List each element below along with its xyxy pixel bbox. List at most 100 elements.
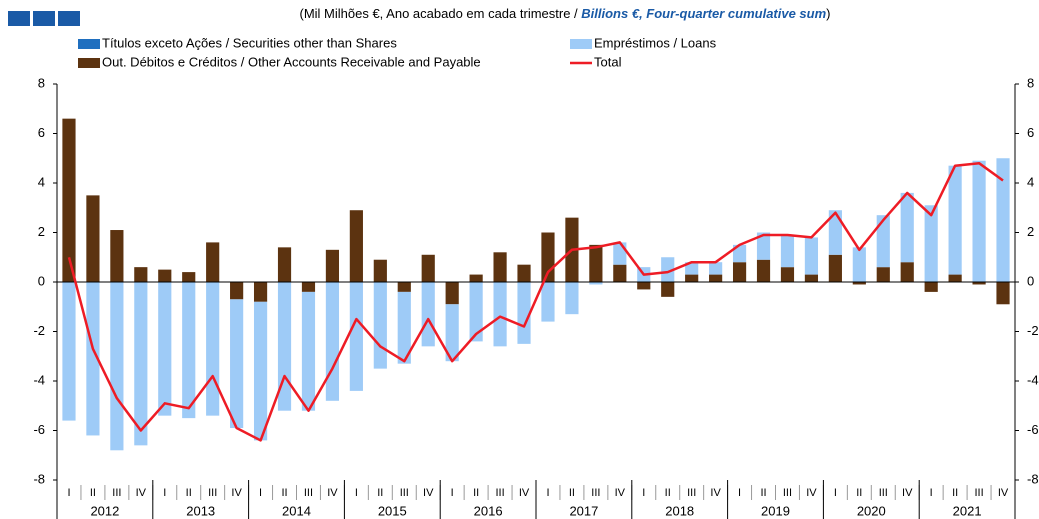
bar [804, 237, 819, 275]
year-label: 2013 [186, 503, 215, 518]
bar [828, 254, 842, 282]
bar [517, 264, 531, 282]
x-tick-label: I [930, 487, 933, 499]
bar [876, 267, 890, 282]
bar [62, 282, 76, 421]
x-tick-label: III [783, 487, 792, 499]
bar [780, 234, 795, 268]
bar [325, 249, 340, 282]
legend-swatch [78, 58, 100, 68]
bar [972, 160, 986, 282]
bar [277, 282, 292, 411]
bar [900, 192, 914, 263]
bar [709, 262, 723, 275]
bar [469, 282, 483, 342]
bar [421, 282, 435, 347]
bar [948, 165, 962, 275]
legend-label: Títulos exceto Ações / Securities other … [102, 35, 397, 50]
bar [804, 274, 819, 282]
bar [373, 259, 387, 282]
bar [972, 282, 986, 285]
y-tick-label: -8 [33, 471, 45, 486]
bar [756, 259, 771, 282]
bar [134, 267, 148, 282]
bar [349, 282, 363, 391]
y2-tick-label: -6 [1027, 422, 1039, 437]
y-tick-label: 8 [38, 75, 45, 90]
x-tick-label: III [304, 487, 313, 499]
y2-tick-label: 8 [1027, 75, 1034, 90]
year-label: 2017 [569, 503, 598, 518]
x-tick-label: III [591, 487, 600, 499]
subtitle-pt: (Mil Milhões €, Ano acabado em cada trim… [299, 6, 581, 21]
total-line [67, 161, 1004, 442]
bar [780, 267, 795, 282]
x-tick-label: II [665, 487, 671, 499]
bar [637, 282, 651, 290]
bar [421, 254, 435, 282]
logo [8, 11, 80, 26]
bar [613, 264, 627, 282]
bar [86, 282, 100, 436]
x-tick-label: IV [710, 487, 721, 499]
x-tick-label: IV [327, 487, 338, 499]
x-tick-label: III [208, 487, 217, 499]
x-tick-label: I [163, 487, 166, 499]
bar [301, 291, 316, 411]
bar [996, 158, 1010, 282]
x-tick-label: II [473, 487, 479, 499]
bar [996, 282, 1010, 305]
bar [445, 282, 459, 305]
bar [613, 242, 627, 265]
y2-tick-label: -4 [1027, 372, 1039, 387]
bar [230, 299, 244, 429]
subtitle-en: Billions €, Four-quarter cumulative sum [581, 6, 826, 21]
bar [924, 205, 938, 282]
y-tick-label: 2 [38, 224, 45, 239]
x-tick-label: I [834, 487, 837, 499]
bar [493, 282, 507, 347]
x-tick-label: II [952, 487, 958, 499]
year-label: 2021 [953, 503, 982, 518]
bar [62, 118, 76, 283]
bar [541, 282, 555, 322]
x-tick-label: IV [615, 487, 626, 499]
x-tick-label: III [974, 487, 983, 499]
bar [110, 230, 124, 282]
x-tick-label: IV [998, 487, 1009, 499]
bar [589, 244, 603, 282]
x-tick-label: I [738, 487, 741, 499]
bar [134, 282, 148, 446]
bar [900, 262, 914, 282]
bar [948, 274, 962, 282]
y2-tick-label: -8 [1027, 471, 1039, 486]
y-tick-label: -6 [33, 422, 45, 437]
x-tick-label: II [569, 487, 575, 499]
bar [349, 210, 363, 282]
bar [253, 301, 268, 441]
bar [110, 282, 124, 451]
bar [86, 195, 100, 282]
bar [325, 282, 340, 401]
bar [924, 282, 938, 292]
x-tick-label: I [642, 487, 645, 499]
year-label: 2019 [761, 503, 790, 518]
x-tick-label: I [259, 487, 262, 499]
bar [182, 272, 196, 282]
x-tick-label: II [760, 487, 766, 499]
bar [301, 282, 316, 292]
bar [469, 274, 483, 282]
bar [277, 247, 292, 282]
x-tick-label: II [377, 487, 383, 499]
bar [517, 282, 531, 344]
bar [828, 210, 842, 255]
bar [685, 262, 699, 275]
subtitle: (Mil Milhões €, Ano acabado em cada trim… [299, 6, 830, 21]
y-tick-label: -4 [33, 372, 45, 387]
y-tick-label: -2 [33, 323, 45, 338]
bar [852, 282, 866, 285]
x-tick-label: IV [902, 487, 913, 499]
year-label: 2012 [90, 503, 119, 518]
bar [852, 247, 866, 282]
